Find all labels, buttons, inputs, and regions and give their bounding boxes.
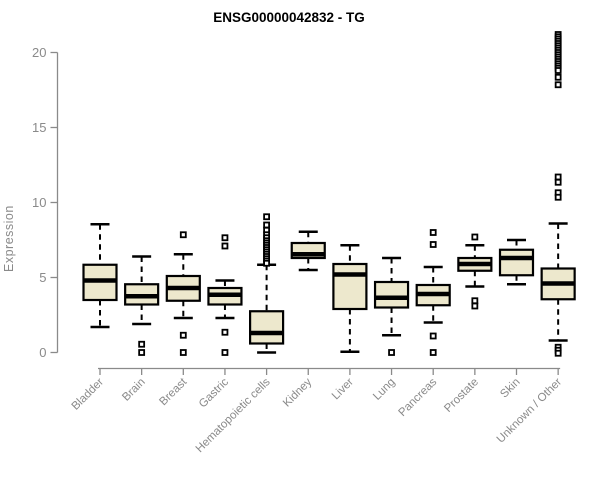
- box-liver: [332, 262, 368, 311]
- outlier-point: [554, 73, 562, 81]
- outlier-point: [429, 241, 437, 248]
- outlier-point: [554, 178, 562, 186]
- outlier-point: [263, 213, 271, 221]
- x-tick-label: Liver: [330, 376, 356, 402]
- x-tick-label: Pancreas: [396, 376, 439, 419]
- x-tick-label: Skin: [498, 376, 522, 400]
- y-tick-label: 20: [32, 45, 46, 60]
- x-tick-label: Lung: [371, 376, 398, 403]
- outlier-point: [388, 349, 395, 356]
- outlier-point: [429, 332, 437, 340]
- outlier-point: [554, 349, 562, 357]
- box-hematopoietic-cells: [249, 310, 285, 345]
- outlier-point: [221, 349, 229, 356]
- outlier-point: [263, 221, 271, 229]
- y-tick-label: 5: [39, 270, 46, 285]
- x-tick-label: Hematopoietic cells: [194, 376, 273, 455]
- outlier-point: [429, 229, 437, 236]
- y-tick-label: 15: [32, 120, 46, 135]
- box-skin: [498, 248, 535, 277]
- outlier-point: [429, 349, 437, 356]
- outlier-point: [221, 328, 229, 336]
- outlier-point: [471, 297, 479, 305]
- outlier-point: [263, 259, 271, 267]
- x-tick-label: Bladder: [70, 376, 107, 413]
- outlier-point: [554, 67, 562, 74]
- y-tick-label: 10: [32, 195, 46, 210]
- x-tick-label: Kidney: [281, 376, 315, 410]
- box-lung: [373, 280, 410, 309]
- outlier-point: [138, 349, 146, 356]
- outlier-point: [554, 81, 562, 89]
- x-tick-label: Gastric: [197, 376, 231, 410]
- outlier-point: [179, 231, 187, 239]
- y-tick-label: 0: [39, 345, 46, 360]
- outlier-point: [554, 193, 562, 201]
- x-tick-label: Breast: [157, 376, 190, 409]
- x-tick-label: Prostate: [442, 376, 481, 415]
- outlier-point: [138, 340, 146, 348]
- outlier-point: [221, 242, 229, 250]
- outlier-point: [179, 331, 187, 339]
- chart-title: ENSG00000042832 - TG: [213, 10, 365, 25]
- outlier-point: [221, 234, 229, 242]
- outlier-point: [471, 302, 479, 310]
- outlier-point: [471, 233, 479, 241]
- outlier-point: [554, 173, 562, 181]
- outlier-point: [179, 349, 187, 356]
- x-tick-label: Brain: [120, 376, 147, 403]
